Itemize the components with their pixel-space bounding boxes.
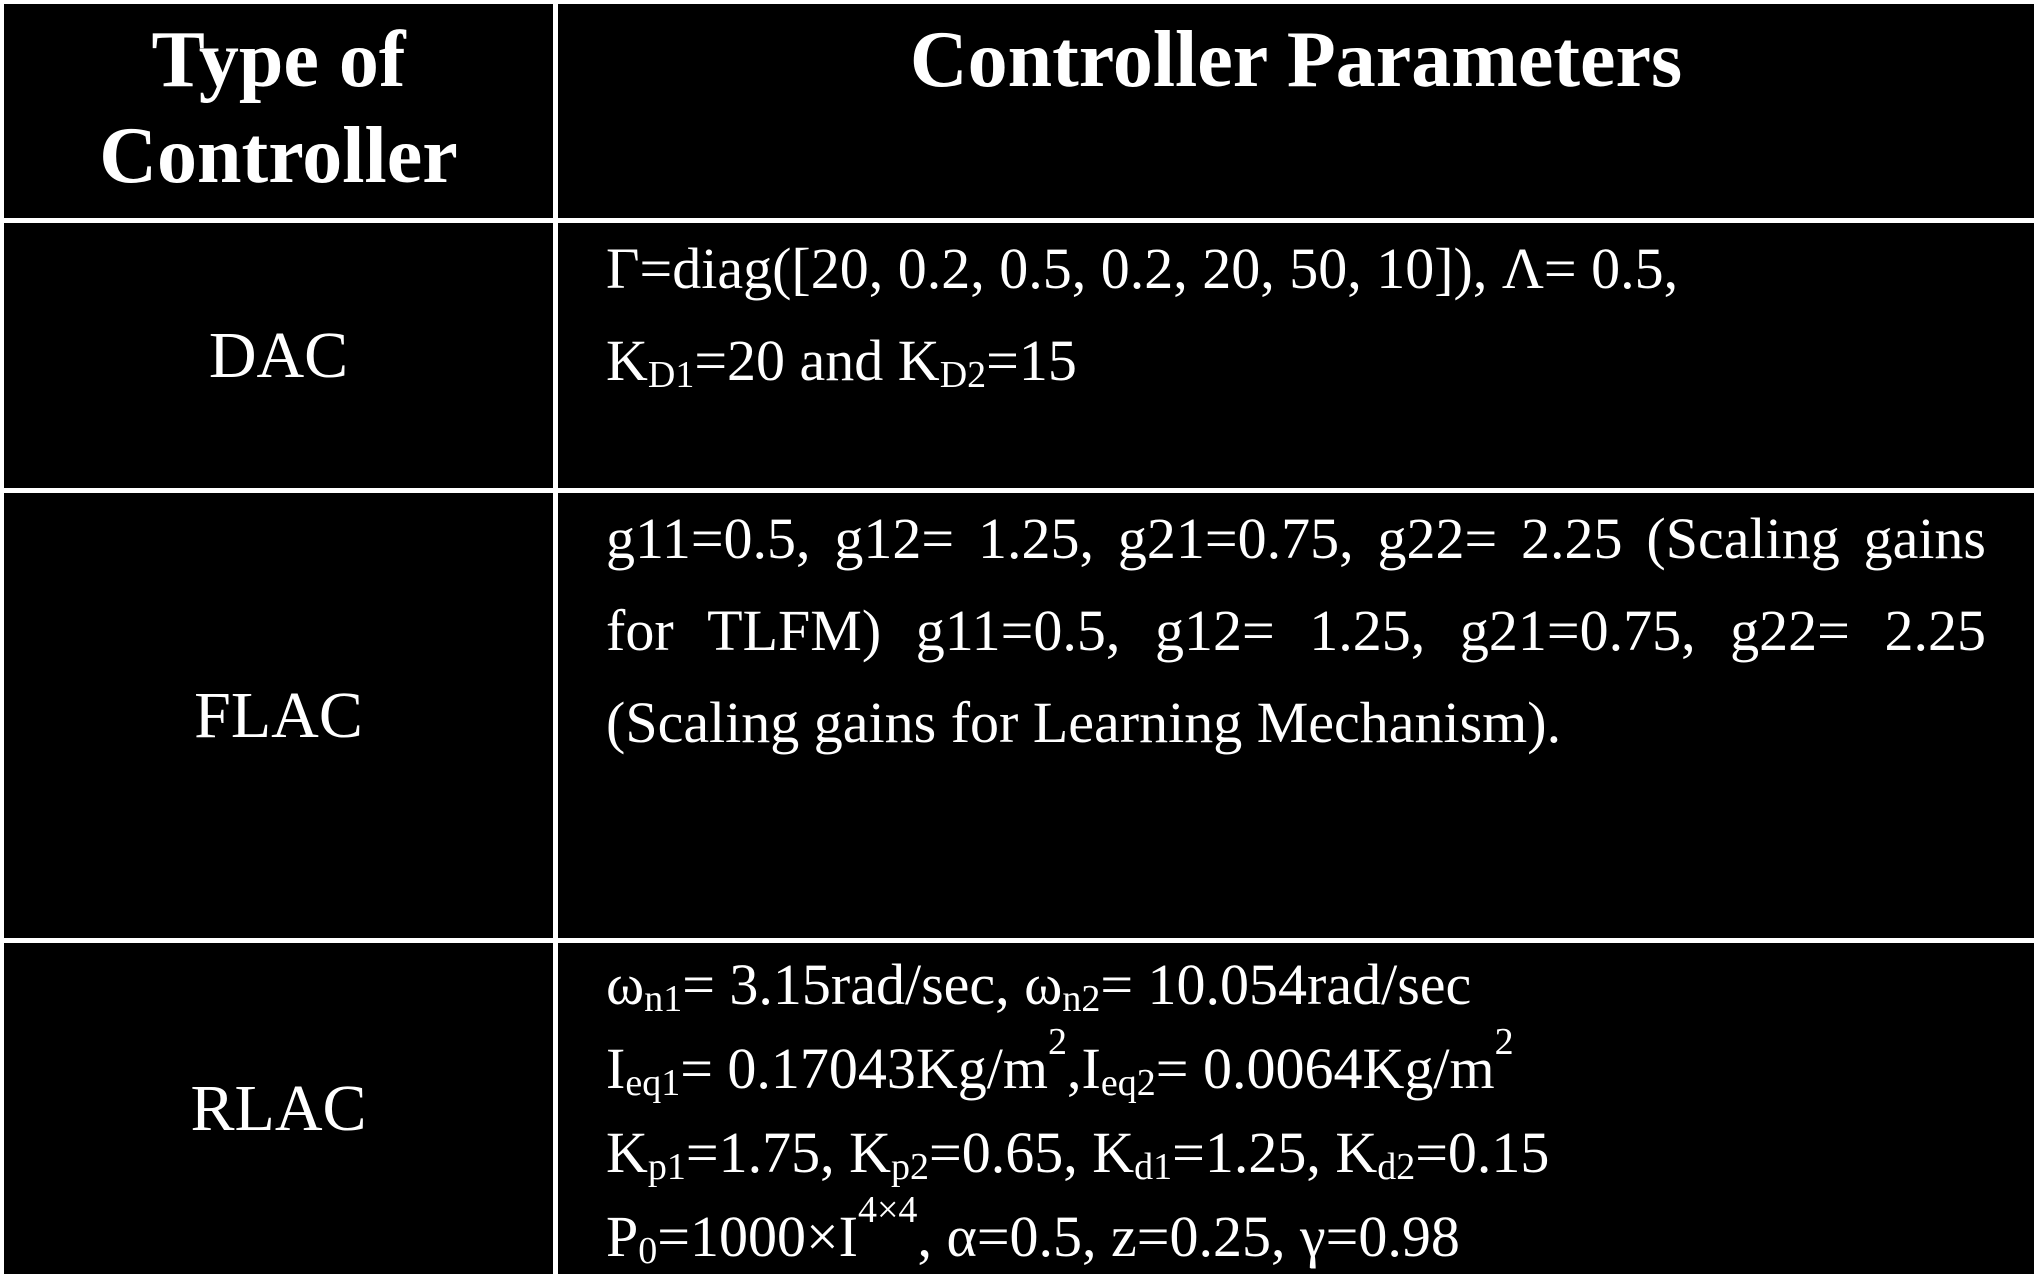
header-type-of-controller: Type of Controller [4, 12, 553, 218]
header-type-line1: Type of [151, 16, 406, 104]
type-label: DAC [208, 318, 349, 392]
grid-line [0, 0, 2039, 4]
flac-params-text: g11=0.5, g12= 1.25, g21=0.75, g22= 2.25 … [606, 506, 1986, 755]
header-controller-parameters: Controller Parameters [558, 12, 2034, 218]
row-type-flac: FLAC [4, 493, 553, 938]
dac-kd-line: KD1=20 and KD2=15 [606, 328, 1077, 396]
row-type-rlac: RLAC [4, 943, 553, 1274]
dac-gamma-line: Γ=diag([20, 0.2, 0.5, 0.2, 20, 50, 10]),… [606, 236, 1679, 301]
rlac-p-line: P0=1000×I4×4, α=0.5, z=0.25, γ=0.98 [606, 1188, 1460, 1272]
row-params-flac: g11=0.5, g12= 1.25, g21=0.75, g22= 2.25 … [558, 493, 2034, 938]
row-type-dac: DAC [4, 223, 553, 488]
grid-line [0, 938, 2039, 943]
header-type-line2: Controller [99, 112, 458, 200]
rlac-gains-line: Kp1=1.75, Kp2=0.65, Kd1=1.25, Kd2=0.15 [606, 1120, 1550, 1188]
rlac-omega-line: ωn1= 3.15rad/sec, ωn2= 10.054rad/sec [606, 952, 1472, 1020]
row-params-rlac: ωn1= 3.15rad/sec, ωn2= 10.054rad/sec Ieq… [558, 943, 2034, 1274]
type-label: RLAC [190, 1071, 367, 1145]
grid-line [0, 0, 4, 1274]
grid-line [0, 218, 2039, 223]
grid-line [0, 488, 2039, 493]
row-params-dac: Γ=diag([20, 0.2, 0.5, 0.2, 20, 50, 10]),… [558, 223, 2034, 488]
type-label: FLAC [194, 678, 363, 752]
rlac-inertia-line: Ieq1= 0.17043Kg/m2,Ieq2= 0.0064Kg/m2 [606, 1020, 1514, 1104]
grid-line [2034, 0, 2039, 1274]
grid-line [553, 0, 558, 1274]
header-params-text: Controller Parameters [909, 16, 1683, 104]
